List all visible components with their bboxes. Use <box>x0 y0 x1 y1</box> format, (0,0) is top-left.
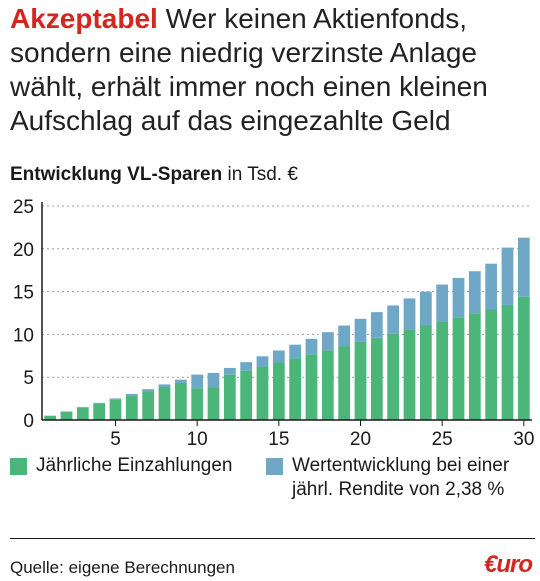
bar-einzahlungen <box>354 341 367 420</box>
bar-wertentwicklung <box>517 237 530 297</box>
brand-logo: €uro <box>483 551 533 578</box>
x-tick-label: 30 <box>513 429 534 450</box>
bar-einzahlungen <box>93 403 106 420</box>
bar-wertentwicklung <box>223 367 236 375</box>
bar-einzahlungen <box>60 411 73 420</box>
source-note: Quelle: eigene Berechnungen <box>10 558 235 577</box>
bar-einzahlungen <box>501 304 514 420</box>
legend-item-wertentwicklung: Wertentwicklung bei einer jährl. Rendite… <box>266 454 509 502</box>
bar-wertentwicklung <box>370 312 383 338</box>
chart-title-text: Entwicklung VL-Sparen <box>10 164 223 185</box>
bar-einzahlungen <box>387 333 400 420</box>
bar-einzahlungen <box>256 366 269 420</box>
bar-wertentwicklung <box>419 291 432 326</box>
bar-einzahlungen <box>207 387 220 420</box>
x-tick-label: 20 <box>350 429 371 450</box>
bar-wertentwicklung <box>289 344 302 359</box>
legend-label-wert-line2: jährl. Rendite von 2,38 % <box>292 479 505 500</box>
legend-label-wertentwicklung: Wertentwicklung bei einer jährl. Rendite… <box>292 454 509 502</box>
bar-einzahlungen <box>452 317 465 420</box>
bar-wertentwicklung <box>321 332 334 351</box>
headline-text: Wer keinen Aktienfonds, sondern eine nie… <box>10 3 488 136</box>
legend-swatch-wertentwicklung <box>266 458 283 475</box>
x-tick-label: 15 <box>268 429 289 450</box>
bar-einzahlungen <box>174 382 187 420</box>
bar-einzahlungen <box>289 358 302 420</box>
bar-wertentwicklung <box>468 271 481 314</box>
y-tick-label: 10 <box>13 325 34 346</box>
bar-einzahlungen <box>109 399 122 420</box>
bar-wertentwicklung <box>338 325 351 347</box>
bar-wertentwicklung <box>142 389 155 392</box>
bar-einzahlungen <box>305 354 318 420</box>
x-tick-label: 5 <box>110 429 121 450</box>
bar-einzahlungen <box>76 407 89 420</box>
bar-wertentwicklung <box>354 318 367 342</box>
x-tick-label: 10 <box>187 429 208 450</box>
y-tick-label: 20 <box>13 240 34 261</box>
bar-einzahlungen <box>142 391 155 420</box>
bar-wertentwicklung <box>240 362 253 371</box>
bar-einzahlungen <box>44 415 57 420</box>
y-tick-label: 0 <box>23 411 34 432</box>
bar-wertentwicklung <box>109 398 122 400</box>
x-tick-label: 25 <box>432 429 453 450</box>
bar-einzahlungen <box>403 329 416 420</box>
bar-einzahlungen <box>321 350 334 420</box>
bar-wertentwicklung <box>125 393 138 396</box>
bar-einzahlungen <box>125 395 138 420</box>
bar-wertentwicklung <box>158 384 171 387</box>
bar-wertentwicklung <box>191 374 204 389</box>
bar-einzahlungen <box>223 374 236 420</box>
chart-unit: in Tsd. € <box>227 164 298 185</box>
bar-einzahlungen <box>370 337 383 420</box>
bar-wertentwicklung <box>207 372 220 388</box>
bar-wertentwicklung <box>174 379 187 383</box>
bar-einzahlungen <box>419 325 432 420</box>
legend-label-wert-line1: Wertentwicklung bei einer <box>292 455 510 476</box>
bar-einzahlungen <box>158 386 171 420</box>
bar-einzahlungen <box>485 309 498 420</box>
chart-title: Entwicklung VL-Sparen in Tsd. € <box>10 163 298 187</box>
bar-wertentwicklung <box>305 338 318 355</box>
bar-einzahlungen <box>517 296 530 420</box>
bar-wertentwicklung <box>436 284 449 322</box>
headline: Akzeptabel Wer keinen Aktienfonds, sonde… <box>10 2 535 138</box>
bar-chart: 0 5 10 15 20 25 5 10 15 20 25 30 <box>13 197 535 450</box>
bar-wertentwicklung <box>272 350 285 363</box>
y-tick-label: 5 <box>23 368 34 389</box>
bar-einzahlungen <box>338 346 351 420</box>
bar-einzahlungen <box>240 370 253 420</box>
bar-einzahlungen <box>272 362 285 420</box>
bar-wertentwicklung <box>485 263 498 310</box>
bar-wertentwicklung <box>403 298 416 330</box>
y-tick-label: 25 <box>13 197 34 218</box>
legend-item-einzahlungen: Jährliche Einzahlungen <box>10 454 232 478</box>
bar-wertentwicklung <box>501 247 514 305</box>
bar-einzahlungen <box>468 313 481 420</box>
bar-wertentwicklung <box>387 305 400 334</box>
legend-swatch-einzahlungen <box>10 458 27 475</box>
bar-einzahlungen <box>191 388 204 420</box>
y-tick-label: 15 <box>13 283 34 304</box>
headline-kicker: Akzeptabel <box>10 3 158 34</box>
legend-label-einzahlungen: Jährliche Einzahlungen <box>36 455 233 476</box>
footer-divider <box>10 538 535 539</box>
bar-wertentwicklung <box>256 356 269 367</box>
bar-wertentwicklung <box>93 402 106 404</box>
bar-einzahlungen <box>436 321 449 420</box>
bar-wertentwicklung <box>452 277 465 318</box>
